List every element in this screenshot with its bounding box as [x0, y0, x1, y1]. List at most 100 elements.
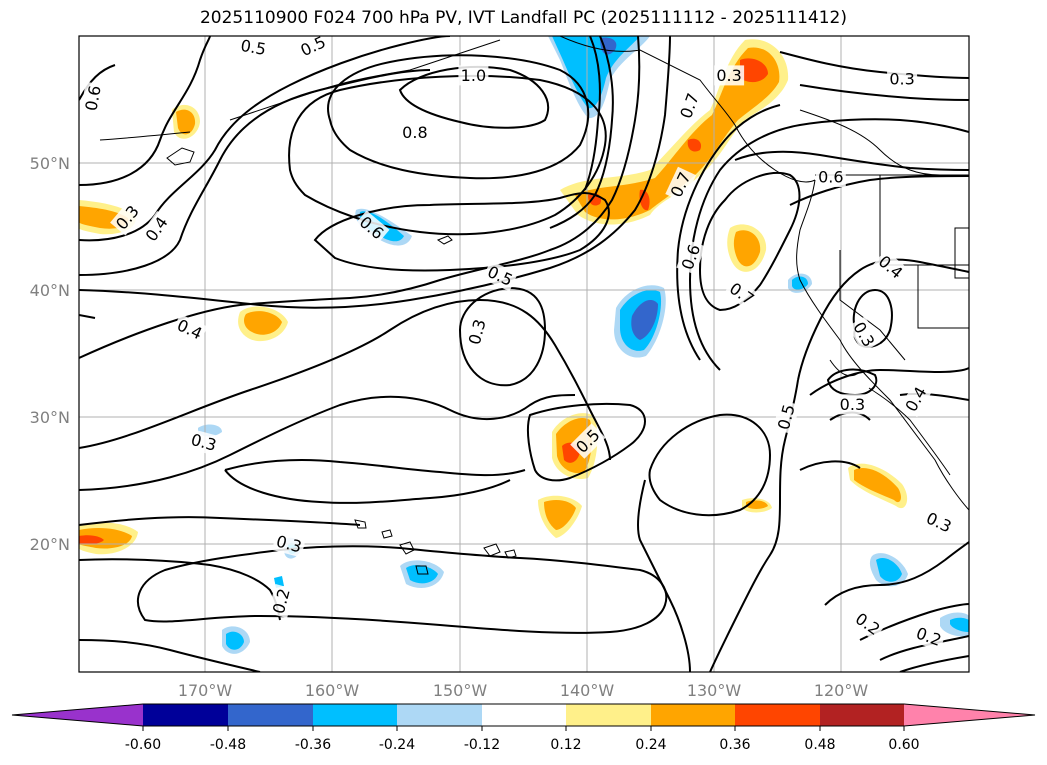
contour-label-gap: [665, 166, 697, 203]
positive-shading: [575, 47, 780, 220]
latitude-labels: 50°N 40°N 30°N 20°N: [30, 154, 70, 554]
contour-label: 0.3: [887, 69, 918, 90]
contour-label: 0.4: [171, 313, 208, 345]
contour-label: 0.3: [837, 394, 868, 415]
contour-label: 0.6: [676, 239, 706, 275]
contour-label: 0.2: [911, 622, 947, 652]
gridlines: [79, 36, 969, 672]
contour-label-gap: [110, 199, 145, 236]
colorbar-tick-label: -0.48: [210, 737, 246, 753]
colorbar-tick-label: 0.12: [550, 737, 581, 753]
lat-label: 30°N: [30, 408, 70, 427]
colorbar-tick-label: 0.36: [719, 737, 750, 753]
contour-label-gap: [872, 249, 909, 285]
contour-label-gap: [911, 622, 947, 652]
contour-label-text: 0.7: [726, 279, 758, 309]
positive-shading: [687, 138, 702, 152]
contour-label-gap: [271, 530, 307, 558]
contour-label: 0.5: [772, 399, 800, 435]
contour-label-text: 0.3: [889, 70, 914, 89]
colorbar-segment: [228, 704, 313, 726]
contour-label: 0.8: [399, 122, 430, 143]
colorbar-tick-label: 0.60: [888, 737, 919, 753]
positive-shading: [740, 58, 768, 83]
positive-shading: [176, 109, 196, 135]
contour-label: 0.4: [139, 210, 174, 248]
contour-label-gap: [772, 399, 800, 435]
contour-label-text: 0.6: [82, 84, 105, 112]
positive-shading: [854, 468, 901, 503]
positive-shading: [79, 535, 104, 545]
lat-label: 50°N: [30, 154, 70, 173]
contour-label-gap: [399, 122, 430, 143]
colorbar-segment: [566, 704, 651, 726]
colorbar-tick-label: -0.12: [464, 737, 500, 753]
contour-label-gap: [570, 423, 606, 459]
contour-label: 0.3: [714, 65, 745, 86]
longitude-labels: 170°W 160°W 150°W 140°W 130°W 120°W: [178, 681, 869, 700]
contour-label-gap: [295, 30, 331, 62]
contour-label: 0.4: [872, 249, 909, 285]
contour-label-gap: [458, 65, 489, 86]
contour-label-text: 0.3: [716, 66, 741, 85]
colorbar-segment: [313, 704, 397, 726]
contour-label-text: 0.8: [402, 123, 427, 142]
coastlines: [99, 36, 969, 511]
colorbar-segment: [143, 704, 228, 726]
contour-label: 0.7: [723, 277, 760, 311]
colorbar-segment: [482, 704, 566, 726]
contour-label-gap: [171, 313, 208, 345]
contour-label: 0.3: [271, 530, 307, 558]
contour-label: 0.3: [463, 314, 491, 349]
contour-label: 0.5: [236, 34, 270, 60]
contour-label-gap: [837, 394, 868, 415]
contour-label: 0.4: [899, 381, 933, 418]
contour-label-text: 0.2: [269, 586, 294, 616]
contour-label-gap: [815, 167, 846, 187]
contour-label-gap: [675, 88, 705, 124]
colorbar-tick-label: -0.36: [295, 737, 331, 753]
contour-label-gap: [463, 314, 491, 349]
colorbar-tick-label: 0.24: [635, 737, 666, 753]
negative-shading: [950, 617, 969, 632]
contour-label: 1.0: [458, 65, 489, 86]
contour-label-text: 0.5: [774, 402, 799, 432]
contour-label-gap: [80, 81, 106, 115]
ivt-shading: [79, 36, 969, 654]
positive-shading: [544, 500, 576, 530]
contour-label-gap: [676, 239, 706, 275]
negative-shading: [226, 631, 244, 650]
islands: [166, 147, 517, 575]
lon-label: 130°W: [687, 681, 742, 700]
colorbar-segment: [735, 704, 820, 726]
contour-label-gap: [887, 69, 918, 90]
negative-shading: [876, 557, 902, 582]
colorbar-extend-max: [904, 704, 1035, 726]
positive-shading: [244, 311, 282, 335]
colorbar-segment: [820, 704, 904, 726]
positive-shading: [733, 230, 761, 267]
contour-label-gap: [714, 65, 745, 86]
contour-label: 0.7: [675, 88, 705, 124]
lon-label: 160°W: [305, 681, 360, 700]
contour-label-gap: [482, 260, 518, 292]
contour-label-gap: [236, 34, 270, 60]
negative-shading: [792, 276, 808, 290]
contour-label: 0.3: [847, 316, 881, 353]
contour-label-gap: [849, 607, 886, 641]
contour-label: 0.5: [295, 30, 331, 62]
pv-contours: [79, 36, 969, 672]
contour-label-text: 0.6: [818, 168, 843, 187]
colorbar-extend-min: [12, 704, 143, 726]
contour-label-gap: [899, 381, 933, 418]
contour-label-gap: [139, 210, 174, 248]
lat-label: 20°N: [30, 535, 70, 554]
colorbar-tick-label: 0.48: [804, 737, 835, 753]
contour-label-text: 0.4: [142, 213, 172, 245]
contour-label-gap: [267, 584, 295, 619]
contour-label: 0.2: [267, 584, 295, 619]
colorbar-segment: [397, 704, 482, 726]
contour-label-text: 0.3: [465, 317, 490, 347]
lon-label: 150°W: [433, 681, 488, 700]
